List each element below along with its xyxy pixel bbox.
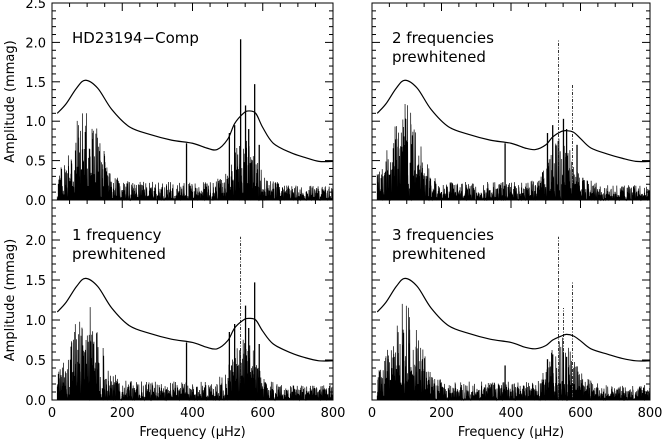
x-tick-label: 0 bbox=[368, 406, 376, 421]
noise-spectrum bbox=[56, 307, 334, 402]
x-axis-label: Frequency (μHz) bbox=[458, 425, 564, 440]
x-tick-label: 200 bbox=[110, 406, 135, 421]
y-axis-label: Amplitude (mmag) bbox=[3, 40, 18, 162]
y-tick-label: 2.5 bbox=[25, 0, 46, 12]
y-tick-label: 1.5 bbox=[25, 274, 46, 289]
panel-label-line-2: prewhitened bbox=[72, 245, 166, 263]
y-axis-label: Amplitude (mmag) bbox=[3, 239, 18, 361]
x-tick-label: 800 bbox=[321, 406, 346, 421]
x-tick-label: 200 bbox=[429, 406, 454, 421]
panel-label-line-1: 1 frequency bbox=[72, 226, 162, 244]
y-tick-label: 2.0 bbox=[25, 36, 46, 51]
smoothed-envelope-curve bbox=[376, 277, 651, 362]
x-axis-label: Frequency (μHz) bbox=[139, 425, 245, 440]
y-tick-label: 2.0 bbox=[25, 234, 46, 249]
x-tick-label: 800 bbox=[638, 406, 663, 421]
panel-3: 0.0 0.5 1.0 1.5 2.0 0 200 400 600 800 Frequency (μ… bbox=[3, 199, 346, 440]
y-tick-label: 0.5 bbox=[25, 354, 46, 369]
smoothed-envelope-curve bbox=[56, 79, 334, 163]
panel-label-line-2: prewhitened bbox=[392, 48, 486, 66]
panel-label-line-1: 2 frequencies bbox=[392, 29, 494, 47]
smoothed-envelope-curve bbox=[376, 79, 651, 163]
panel-label-line-1: HD23194−Comp bbox=[72, 29, 199, 47]
x-tick-label: 0 bbox=[48, 406, 56, 421]
y-tick-label: 1.5 bbox=[25, 76, 46, 91]
y-tick-label: 0.5 bbox=[25, 155, 46, 170]
panel-1: 0.0 0.5 1.0 1.5 2.0 2.5 Amplitude (mmag) HD2319… bbox=[3, 0, 334, 209]
panel-4: 0 200 400 600 800 Frequency (μHz) 3 frequencie… bbox=[368, 199, 663, 440]
x-tick-label: 400 bbox=[499, 406, 524, 421]
panel-label-line-2: prewhitened bbox=[392, 245, 486, 263]
y-tick-label: 0.0 bbox=[25, 194, 46, 209]
smoothed-envelope-curve bbox=[56, 277, 334, 362]
y-tick-label: 1.0 bbox=[25, 115, 46, 130]
noise-spectrum bbox=[56, 113, 334, 202]
x-tick-label: 600 bbox=[250, 406, 275, 421]
x-tick-label: 400 bbox=[180, 406, 205, 421]
noise-spectrum bbox=[376, 104, 651, 202]
y-tick-label: 1.0 bbox=[25, 314, 46, 329]
noise-spectrum bbox=[376, 303, 651, 402]
y-tick-label: 0.0 bbox=[25, 394, 46, 409]
panel-label-line-1: 3 frequencies bbox=[392, 226, 494, 244]
x-tick-label: 600 bbox=[568, 406, 593, 421]
